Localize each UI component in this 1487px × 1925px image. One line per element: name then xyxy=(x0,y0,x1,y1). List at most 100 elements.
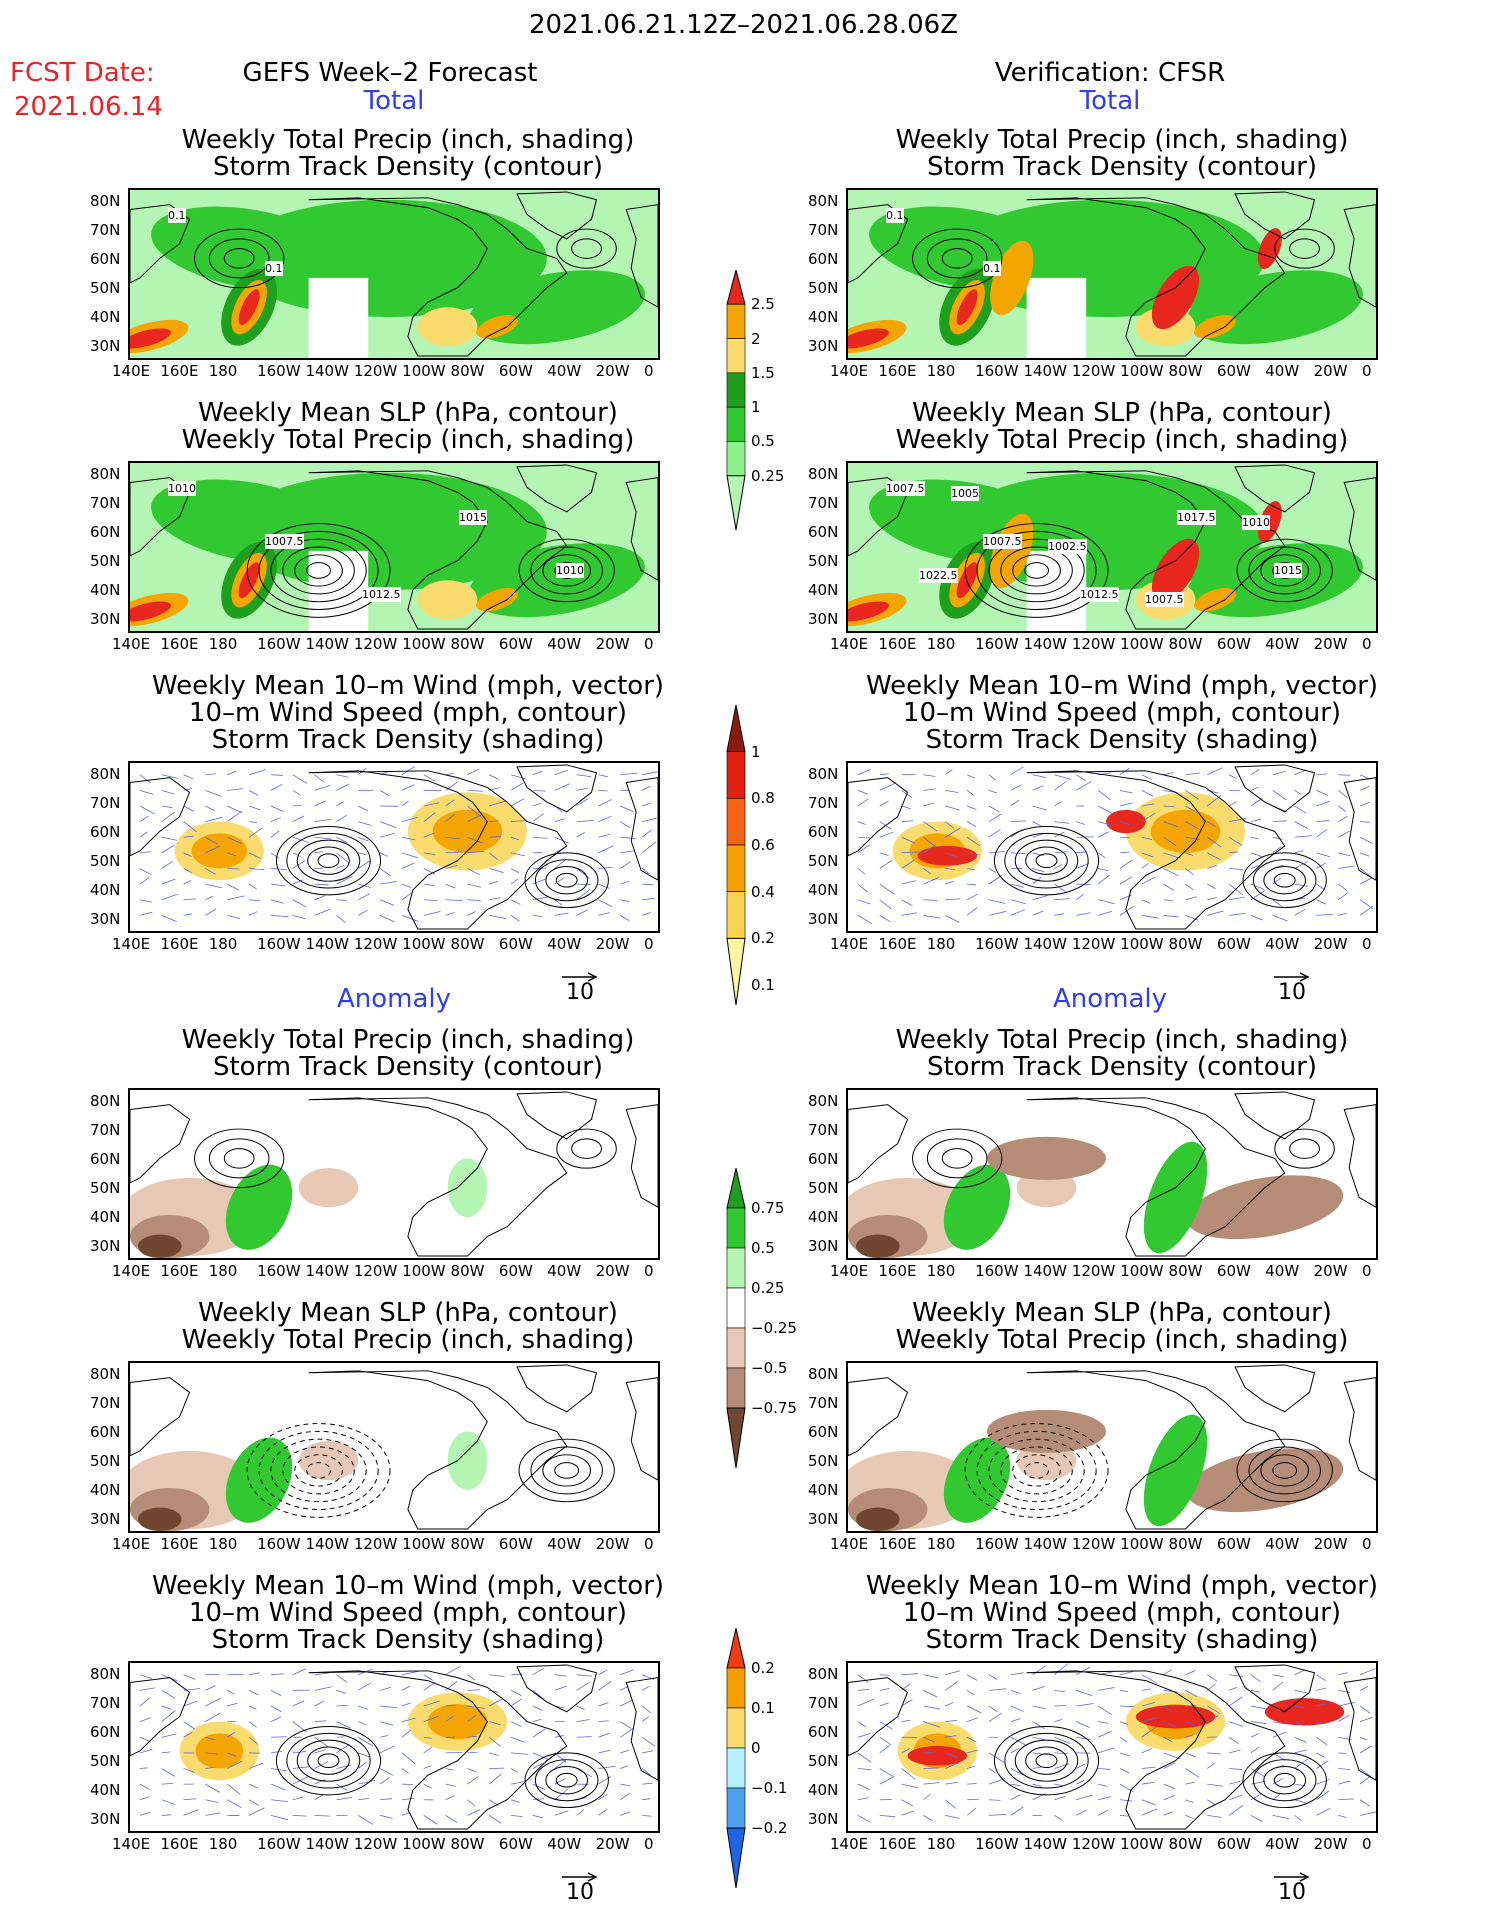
lon-tick-label: 80W xyxy=(450,935,485,953)
lat-tick-label: 30N xyxy=(90,610,121,628)
contour-label: 0.1 xyxy=(265,261,283,276)
contour-label: 1022.5 xyxy=(919,568,958,583)
lat-tick-label: 70N xyxy=(90,494,121,512)
colorbar-tick-label: −0.1 xyxy=(751,1779,788,1797)
contour-label: 1007.5 xyxy=(265,534,304,549)
lat-tick-label: 50N xyxy=(90,1179,121,1197)
lat-tick-label: 60N xyxy=(90,1423,121,1441)
lon-tick-label: 0 xyxy=(644,935,654,953)
lon-tick-label: 160W xyxy=(257,1262,301,1280)
lon-tick-label: 20W xyxy=(595,1835,630,1853)
gefs-precip-anom-map-field xyxy=(130,1091,658,1258)
contour-label: 1002.5 xyxy=(1048,539,1087,554)
lon-tick-label: 40W xyxy=(1265,1835,1300,1853)
lon-tick-label: 140E xyxy=(112,935,151,953)
cfsr-wind-anom-title-2: 10–m Wind Speed (mph, contour) xyxy=(902,1598,1342,1628)
cfsr-slp-total-map-field xyxy=(848,463,1376,631)
lat-tick-label: 40N xyxy=(808,308,839,326)
lon-tick-label: 160W xyxy=(257,635,301,653)
lon-tick-label: 180 xyxy=(208,935,238,953)
lon-tick-label: 160W xyxy=(257,935,301,953)
cfsr-total-vector-ref: 10 xyxy=(1272,968,1312,1004)
lat-tick-label: 50N xyxy=(90,1752,121,1770)
colorbar-tick-label: −0.25 xyxy=(751,1319,797,1337)
lat-tick-label: 30N xyxy=(808,337,839,355)
contour-label: 1007.5 xyxy=(983,534,1022,549)
lat-tick-label: 30N xyxy=(90,1510,121,1528)
contour-label: 0.1 xyxy=(983,261,1001,276)
lat-tick-label: 80N xyxy=(90,192,121,210)
lon-tick-label: 140W xyxy=(305,1535,349,1553)
vector-ref-arrow-icon xyxy=(562,972,598,982)
vector-ref-label: 10 xyxy=(1278,980,1306,1005)
lat-tick-label: 60N xyxy=(808,250,839,268)
cfsr-precip-anom-map xyxy=(846,1088,1378,1260)
lat-tick-label: 70N xyxy=(90,794,121,812)
lat-tick-label: 60N xyxy=(808,823,839,841)
lon-tick-label: 120W xyxy=(1071,635,1116,653)
lon-tick-label: 160W xyxy=(975,1535,1019,1553)
gefs-wind-anom-title-3: Storm Track Density (shading) xyxy=(211,1625,605,1655)
cfsr-precip-total-map xyxy=(846,188,1378,360)
precip-anom-colorbar: 0.75 0.5 0.25 −0.25 −0.5 −0.75 xyxy=(725,1167,805,1488)
lat-tick-label: 80N xyxy=(90,765,121,783)
lon-tick-label: 40W xyxy=(547,935,582,953)
gefs-slp-anom-title-2: Weekly Total Precip (inch, shading) xyxy=(181,1325,635,1355)
lon-tick-label: 60W xyxy=(1216,1835,1251,1853)
lon-tick-label: 0 xyxy=(1362,1835,1372,1853)
gefs-slp-total-title-1: Weekly Mean SLP (hPa, contour) xyxy=(198,398,618,428)
lon-tick-label: 100W xyxy=(1120,1262,1164,1280)
lon-tick-label: 140W xyxy=(305,1835,349,1853)
cfsr-wind-anom-title-3: Storm Track Density (shading) xyxy=(925,1625,1319,1655)
lat-tick-label: 30N xyxy=(808,910,839,928)
lon-tick-label: 160W xyxy=(257,1835,301,1853)
lon-tick-label: 140E xyxy=(830,1262,869,1280)
lon-tick-label: 180 xyxy=(208,362,238,380)
lon-tick-label: 60W xyxy=(498,1535,533,1553)
colorbar-tick-label: 0.75 xyxy=(751,1199,785,1217)
lat-tick-label: 70N xyxy=(90,1694,121,1712)
lon-tick-label: 60W xyxy=(498,1262,533,1280)
colorbar-tick-label: −0.5 xyxy=(751,1359,788,1377)
lon-tick-label: 40W xyxy=(547,1535,582,1553)
lon-tick-label: 0 xyxy=(644,1835,654,1853)
lon-tick-label: 120W xyxy=(353,1535,398,1553)
lon-tick-label: 140W xyxy=(1023,935,1067,953)
lat-tick-label: 40N xyxy=(90,581,121,599)
lon-tick-label: 140W xyxy=(305,635,349,653)
lon-tick-label: 160E xyxy=(160,362,199,380)
lon-tick-label: 140E xyxy=(112,1535,151,1553)
contour-label: 1005 xyxy=(951,486,979,501)
lon-tick-label: 20W xyxy=(595,635,630,653)
lon-tick-label: 100W xyxy=(1120,935,1164,953)
cfsr-total-label: Total xyxy=(1079,86,1141,116)
lat-tick-label: 30N xyxy=(90,1810,121,1828)
cfsr-anomaly-label: Anomaly xyxy=(1052,984,1168,1014)
lon-tick-label: 140W xyxy=(305,1262,349,1280)
lon-tick-label: 160E xyxy=(878,1535,917,1553)
lon-tick-label: 160E xyxy=(160,1535,199,1553)
contour-label: 0.1 xyxy=(886,208,904,223)
gefs-wind-total-title-2: 10–m Wind Speed (mph, contour) xyxy=(188,698,628,728)
lon-tick-label: 40W xyxy=(1265,935,1300,953)
colorbar-tick-label: 0.25 xyxy=(751,466,785,485)
gefs-wind-total-map-field xyxy=(130,764,658,930)
lat-tick-label: 70N xyxy=(90,1394,121,1412)
lat-tick-label: 80N xyxy=(808,1092,839,1110)
lon-tick-label: 100W xyxy=(402,362,446,380)
lon-tick-label: 140E xyxy=(830,362,869,380)
lon-tick-label: 180 xyxy=(208,1835,238,1853)
lat-tick-label: 30N xyxy=(808,1510,839,1528)
lon-tick-label: 80W xyxy=(1168,1535,1203,1553)
lat-tick-label: 30N xyxy=(808,1810,839,1828)
gefs-wind-anom-title-1: Weekly Mean 10–m Wind (mph, vector) xyxy=(151,1571,665,1601)
cfsr-slp-total-map xyxy=(846,461,1378,633)
cfsr-slp-anom-map xyxy=(846,1361,1378,1533)
vector-ref-arrow-icon xyxy=(562,1872,598,1882)
lat-tick-label: 30N xyxy=(808,1237,839,1255)
lon-tick-label: 60W xyxy=(1216,1535,1251,1553)
lon-tick-label: 20W xyxy=(1313,1535,1348,1553)
lat-tick-label: 40N xyxy=(808,881,839,899)
cfsr-wind-anom-map-field xyxy=(848,1663,1376,1830)
lat-tick-label: 30N xyxy=(90,1237,121,1255)
